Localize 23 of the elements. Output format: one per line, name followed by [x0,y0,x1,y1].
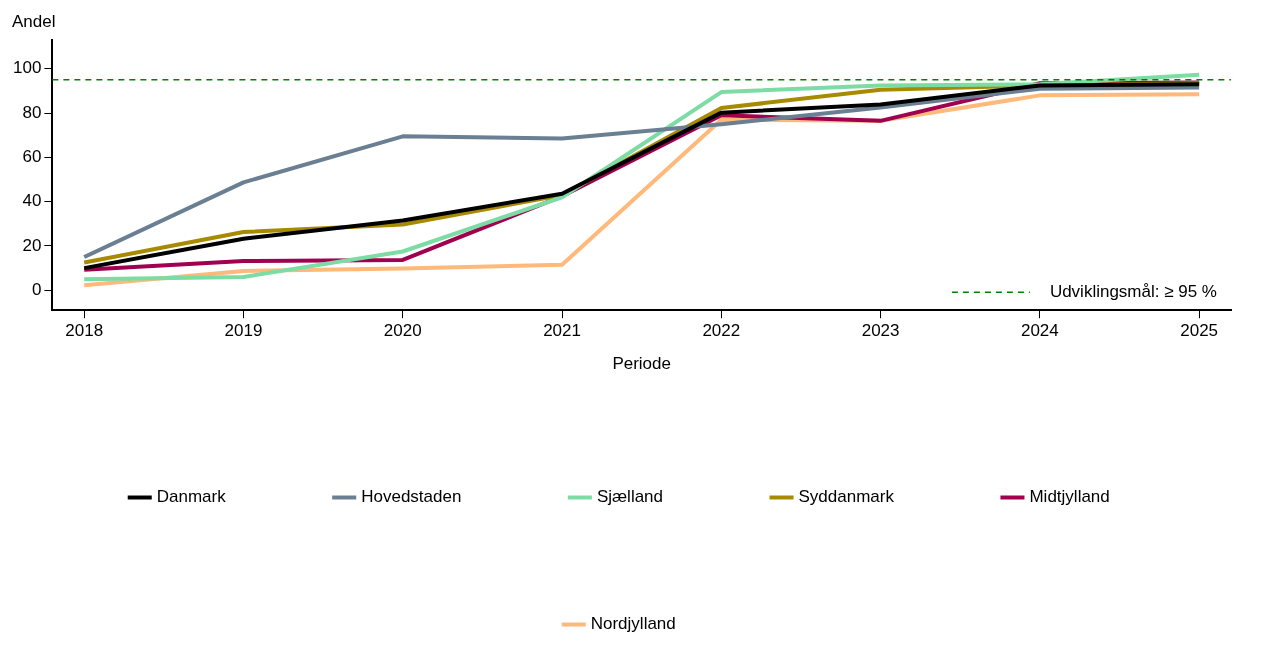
y-tick-label: 100 [12,58,42,78]
x-tick-label: 2018 [65,321,104,341]
y-tick-label: 80 [22,102,42,122]
legend-label: Sjælland [596,487,664,507]
legend-label: Syddanmark [798,487,895,507]
y-tick-label: 40 [22,191,42,211]
y-tick-label: 0 [31,279,42,299]
legend-label: Danmark [156,487,227,507]
x-axis-title: Periode [612,354,671,374]
x-tick-label: 2021 [543,321,581,341]
legend-label: Hovedstaden [361,487,462,507]
x-tick-label: 2020 [383,321,422,341]
y-tick-label: 20 [22,235,42,255]
x-tick-label: 2019 [224,321,263,341]
legend-label: Midtjylland [1029,487,1110,507]
x-tick-label: 2025 [1180,321,1219,341]
x-tick-label: 2022 [702,321,741,341]
x-tick-label: 2024 [1020,321,1059,341]
x-tick-label: 2023 [861,321,900,341]
y-axis-title: Andel [12,11,56,31]
legend-label: Nordjylland [590,614,676,634]
legend-label: Udviklingsmål: ≥ 95 % [1049,281,1217,301]
y-tick-label: 60 [22,147,42,167]
